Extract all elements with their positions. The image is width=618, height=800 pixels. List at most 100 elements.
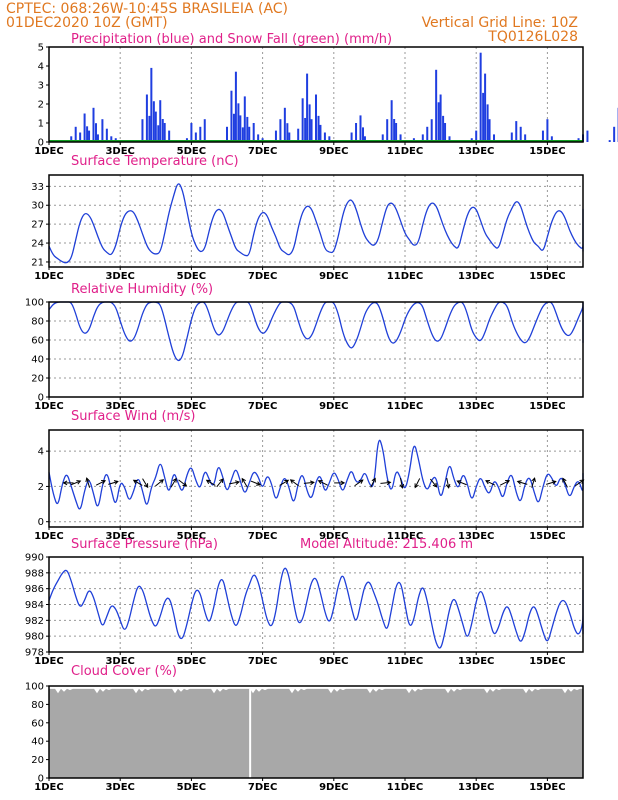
x-tick-label: 15DEC <box>529 531 565 542</box>
x-tick-label: 9DEC <box>319 531 348 542</box>
panel-frame <box>48 46 584 143</box>
precip-bar <box>246 116 249 142</box>
wind-arrow-head <box>85 477 90 483</box>
precip-bar <box>482 92 485 142</box>
wind-arrow <box>562 477 568 488</box>
wind-arrow-head <box>256 481 262 486</box>
wind-arrow <box>205 479 216 486</box>
y-tick-label: 30 <box>31 201 44 212</box>
wind-arrow-shaft <box>229 481 240 485</box>
wind-arrow-head <box>62 480 68 486</box>
wind-arrow-head <box>505 480 511 485</box>
precip-bar <box>239 115 242 142</box>
precip-bar <box>515 121 518 142</box>
wind-arrow <box>70 480 82 486</box>
panel-title: Surface Wind (m/s) <box>71 409 195 424</box>
x-tick-label: 1DEC <box>34 401 63 412</box>
series-line <box>48 567 584 649</box>
precip-bar <box>486 104 489 142</box>
precip-bar <box>362 127 365 142</box>
y-tick-label: 80 <box>31 317 44 328</box>
wind-arrow <box>485 480 496 486</box>
precip-bar <box>96 134 99 142</box>
x-tick-label: 13DEC <box>458 271 494 282</box>
wind-arrow <box>414 478 421 489</box>
x-tick-label: 15DEC <box>529 401 565 412</box>
x-tick-label: 1DEC <box>34 782 63 793</box>
wind-arrow-head <box>386 480 392 486</box>
panel-2: 21 24 27 30 33 1DEC 3DEC 5DEC 7DEC 9DEC 11DEC 13DEC… <box>31 154 584 282</box>
y-tick-label: 40 <box>31 737 44 748</box>
precip-bar <box>350 132 353 142</box>
precip-bar <box>430 119 433 142</box>
precip-bar <box>105 128 108 142</box>
y-tick-label: 0 <box>38 517 44 528</box>
wind-arrow-head <box>309 480 315 486</box>
panel-1: 0 1 2 3 4 5 1DEC 3DEC 5DEC 7DEC 9DEC 11DEC 13DEC 15DE… <box>34 32 618 157</box>
cloud-area <box>49 688 583 778</box>
precip-bar <box>524 134 527 142</box>
precip-bar <box>225 126 229 142</box>
y-tick-label: 2 <box>38 100 44 111</box>
panel-title: Surface Pressure (hPa) <box>71 537 218 552</box>
wind-arrow <box>445 477 451 489</box>
precip-bar <box>444 123 447 142</box>
wind-arrow-shaft <box>70 480 81 486</box>
precip-bar <box>194 132 197 142</box>
precip-bar <box>510 132 513 142</box>
wind-arrow <box>155 479 165 487</box>
wind-arrow <box>303 480 315 486</box>
x-tick-label: 5DEC <box>177 656 206 667</box>
panel-title: Cloud Cover (%) <box>71 664 177 679</box>
wind-arrow <box>170 477 177 488</box>
precip-bar <box>252 123 255 142</box>
precip-bar <box>448 136 451 142</box>
wind-arrow-head <box>172 477 177 483</box>
precip-bar <box>297 128 300 142</box>
precip-bar <box>314 94 318 142</box>
wind-arrow <box>241 477 248 488</box>
precip-bar <box>199 126 202 142</box>
x-tick-label: 13DEC <box>458 656 494 667</box>
y-tick-label: 80 <box>31 700 44 711</box>
wind-arrow <box>289 479 299 487</box>
x-tick-label: 3DEC <box>105 401 134 412</box>
wind-arrow-head <box>516 480 522 485</box>
wind-arrow-shaft <box>370 478 376 488</box>
x-tick-label: 15DEC <box>529 146 565 157</box>
wind-arrow-head <box>289 479 295 484</box>
series-line <box>48 439 584 510</box>
wind-arrow-shaft <box>178 479 187 487</box>
x-tick-label: 5DEC <box>177 271 206 282</box>
cloud-edge <box>49 686 583 694</box>
precip-bar <box>484 73 487 142</box>
y-tick-label: 100 <box>25 298 44 309</box>
precip-bar <box>608 140 611 142</box>
precip-bar <box>393 119 396 142</box>
precip-bar <box>86 126 89 142</box>
precip-bar <box>154 111 157 142</box>
wind-arrow <box>250 480 262 486</box>
wind-arrow-head <box>445 483 451 489</box>
wind-arrow-head <box>205 479 211 485</box>
precip-bar <box>492 134 496 142</box>
panel-title: Relative Humidity (%) <box>71 282 213 297</box>
precip-bar <box>386 119 389 142</box>
series-line <box>48 183 584 264</box>
precip-bar <box>304 117 307 142</box>
wind-arrow-shaft <box>446 477 450 488</box>
precip-bar <box>190 123 193 142</box>
wind-arrow-shaft <box>318 480 328 486</box>
wind-arrow <box>132 479 143 486</box>
wind-arrow-shaft <box>86 477 91 488</box>
x-tick-label: 11DEC <box>387 656 423 667</box>
y-tick-label: 978 <box>25 648 44 659</box>
wind-arrow-shaft <box>575 479 584 487</box>
x-tick-label: 5DEC <box>177 782 206 793</box>
y-tick-label: 980 <box>25 632 44 643</box>
y-tick-label: 5 <box>38 43 44 54</box>
wind-arrow-shaft <box>155 479 164 487</box>
wind-arrow-shaft <box>562 478 568 488</box>
precip-bar <box>426 126 429 142</box>
